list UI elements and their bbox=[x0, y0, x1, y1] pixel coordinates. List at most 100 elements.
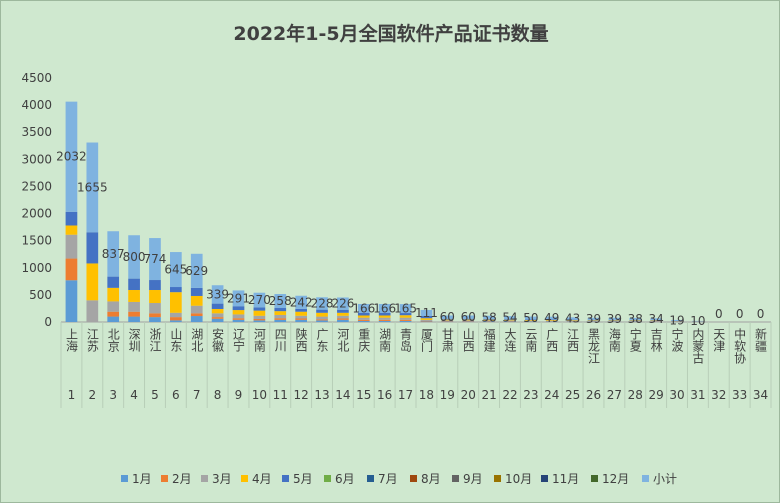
legend-swatch-1月 bbox=[121, 475, 128, 482]
bar-segment-subtotal bbox=[462, 315, 475, 319]
bar-segment-subtotal bbox=[211, 285, 224, 304]
bar-segment-5月 bbox=[504, 319, 516, 320]
x-category-label: 四川 bbox=[273, 328, 287, 352]
bar-segment-5月 bbox=[170, 287, 182, 293]
y-tick-label: 1500 bbox=[21, 234, 52, 248]
x-category-label: 陕西 bbox=[294, 327, 308, 352]
bar-segment-subtotal bbox=[504, 316, 516, 320]
legend-label: 2月 bbox=[172, 472, 192, 486]
x-rank-label: 30 bbox=[669, 388, 684, 402]
x-category-label: 云南 bbox=[524, 328, 538, 352]
bar-segment-4月 bbox=[149, 290, 161, 304]
bar-segment-3月 bbox=[253, 315, 266, 320]
bar-segment-5月 bbox=[86, 232, 99, 264]
x-rank-label: 19 bbox=[440, 388, 455, 402]
data-label: 39 bbox=[586, 312, 601, 326]
bar-segment-4月 bbox=[274, 311, 287, 315]
bar-segment-5月 bbox=[211, 303, 224, 309]
legend-label: 3月 bbox=[212, 472, 232, 486]
bar-segment-4月 bbox=[316, 312, 328, 317]
bar-segment-3月 bbox=[295, 315, 307, 319]
data-label: 34 bbox=[649, 312, 664, 326]
bar-segment-4月 bbox=[65, 225, 78, 235]
bar-segment-4月 bbox=[295, 311, 307, 316]
bar-segment-1月 bbox=[232, 319, 245, 322]
x-category-label: 新疆 bbox=[754, 327, 768, 352]
x-category-label: 海南 bbox=[607, 327, 621, 352]
bar-segment-1月 bbox=[253, 320, 266, 322]
bar-segment-subtotal bbox=[274, 294, 287, 309]
bar-segment-2月 bbox=[211, 317, 224, 319]
bar-segment-subtotal bbox=[483, 315, 495, 319]
bar-segment-subtotal bbox=[566, 317, 579, 320]
x-rank-label: 4 bbox=[130, 388, 138, 402]
bar-segment-3月 bbox=[190, 305, 203, 314]
bar-segment-4月 bbox=[441, 319, 454, 321]
x-category-label: 辽宁 bbox=[232, 328, 246, 352]
bar-segment-1月 bbox=[378, 320, 391, 322]
legend-swatch-12月 bbox=[591, 475, 598, 482]
bar-segment-1月 bbox=[295, 319, 307, 322]
bar-segment-3月 bbox=[316, 316, 328, 320]
data-label: 1655 bbox=[77, 180, 108, 194]
bar-segment-4月 bbox=[399, 315, 412, 318]
legend-swatch-5月 bbox=[282, 475, 289, 482]
bar-segment-1月 bbox=[420, 321, 433, 322]
bar-segment-1月 bbox=[483, 321, 495, 322]
x-category-label: 宁波 bbox=[670, 327, 684, 353]
bar-segment-3月 bbox=[128, 301, 140, 312]
bar-segment-2月 bbox=[399, 319, 412, 321]
x-rank-label: 8 bbox=[214, 388, 222, 402]
legend-label: 4月 bbox=[252, 472, 272, 486]
x-category-label: 山东 bbox=[169, 328, 183, 352]
bar-segment-5月 bbox=[399, 313, 412, 316]
x-rank-label: 2 bbox=[89, 388, 97, 402]
bar-segment-4月 bbox=[420, 318, 433, 320]
bar-segment-3月 bbox=[545, 320, 558, 322]
x-rank-label: 17 bbox=[398, 388, 413, 402]
x-category-label: 黑龙江 bbox=[587, 328, 601, 364]
x-rank-label: 11 bbox=[273, 388, 288, 402]
x-rank-label: 15 bbox=[356, 388, 371, 402]
bar-segment-2月 bbox=[65, 258, 78, 281]
data-label: 2032 bbox=[56, 150, 87, 164]
bar-segment-subtotal bbox=[629, 317, 642, 320]
x-category-label: 湖南 bbox=[378, 327, 392, 352]
bar-segment-4月 bbox=[462, 319, 475, 321]
bar-segment-4月 bbox=[190, 295, 203, 306]
bar-segment-3月 bbox=[170, 312, 182, 318]
data-label: 49 bbox=[544, 311, 559, 325]
x-rank-label: 29 bbox=[649, 388, 664, 402]
bar-segment-1月 bbox=[462, 321, 475, 322]
x-rank-label: 24 bbox=[544, 388, 559, 402]
bar-segment-5月 bbox=[65, 211, 78, 226]
y-tick-label: 500 bbox=[29, 288, 52, 302]
y-tick-label: 4500 bbox=[21, 71, 52, 85]
bar-segment-2月 bbox=[337, 318, 349, 320]
x-category-label: 甘肃 bbox=[440, 328, 454, 353]
data-label: 226 bbox=[331, 297, 354, 311]
bar-segment-2月 bbox=[128, 311, 140, 317]
bar-segment-5月 bbox=[295, 308, 307, 312]
bar-segment-4月 bbox=[253, 310, 266, 316]
bar-segment-3月 bbox=[483, 320, 495, 322]
y-tick-label: 0 bbox=[44, 315, 52, 329]
bar-segment-5月 bbox=[525, 319, 537, 320]
legend-label: 6月 bbox=[335, 472, 355, 486]
bar-segment-5月 bbox=[462, 318, 475, 320]
x-rank-label: 5 bbox=[151, 388, 159, 402]
bar-segment-subtotal bbox=[545, 316, 558, 320]
x-category-label: 天津 bbox=[712, 328, 726, 352]
bar-segment-3月 bbox=[149, 303, 161, 314]
y-tick-label: 3500 bbox=[21, 125, 52, 139]
bar-segment-subtotal bbox=[128, 235, 140, 279]
x-rank-label: 6 bbox=[172, 388, 180, 402]
bar-segment-1月 bbox=[107, 316, 120, 322]
x-category-label: 山西 bbox=[461, 328, 475, 352]
legend-swatch-8月 bbox=[410, 475, 417, 482]
bar-segment-1月 bbox=[399, 320, 412, 322]
bar-segment-1月 bbox=[274, 319, 287, 322]
bar-segment-3月 bbox=[378, 317, 391, 320]
x-rank-label: 22 bbox=[502, 388, 517, 402]
